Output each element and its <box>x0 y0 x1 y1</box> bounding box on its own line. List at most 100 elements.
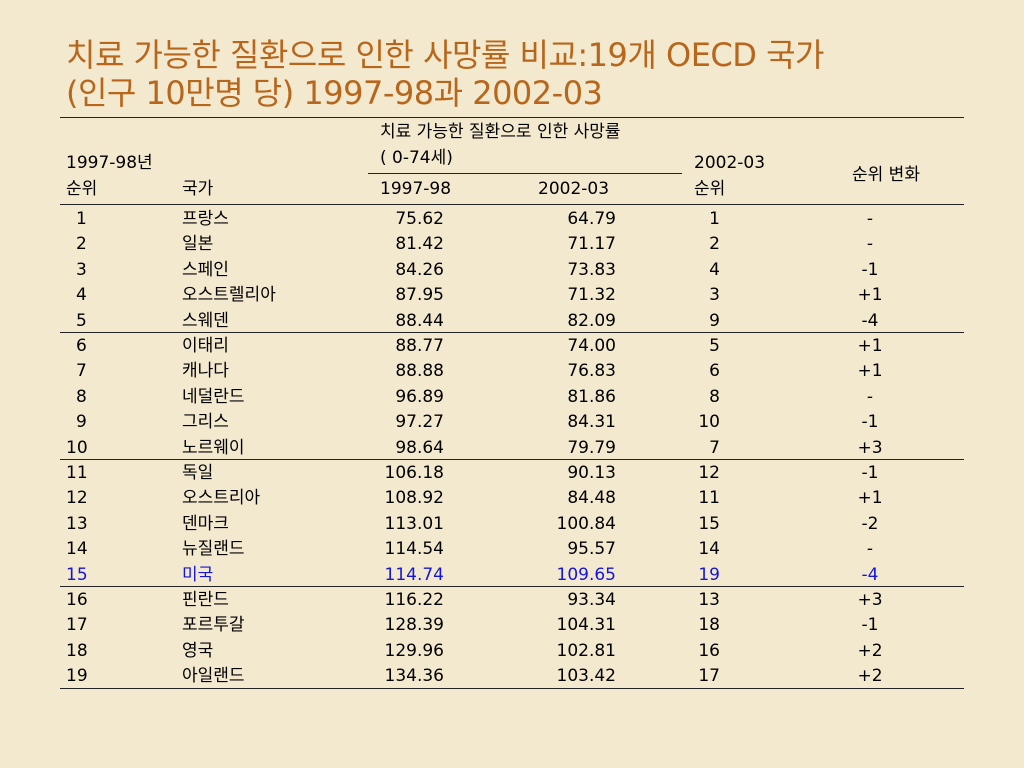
cell-rank2002: 13 <box>698 590 720 610</box>
cell-country: 영국 <box>182 640 214 661</box>
cell-rank1997: 5 <box>76 310 87 331</box>
cell-country: 이태리 <box>182 336 229 356</box>
cell-value-2002: 84.48 <box>567 488 616 509</box>
table-row: 3 스페인 84.26 73.83 4 -1 <box>60 257 964 282</box>
cell-country: 덴마크 <box>182 513 229 534</box>
slide-title-line1: 치료 가능한 질환으로 인한 사망률 비교:19개 OECD 국가 <box>66 36 824 74</box>
cell-value-1997: 113.01 <box>384 513 444 534</box>
cell-rank2002: 6 <box>709 361 720 382</box>
cell-rank-change: +2 <box>857 640 883 661</box>
cell-value-2002: 71.32 <box>567 285 616 306</box>
cell-value-1997: 88.44 <box>395 310 444 331</box>
table-row: 8 네덜란드 96.89 81.86 8 - <box>60 384 964 409</box>
cell-value-1997: 108.92 <box>384 488 444 509</box>
cell-country: 뉴질랜드 <box>182 539 245 560</box>
cell-rank-change: +1 <box>857 488 883 509</box>
cell-value-2002: 104.31 <box>556 615 616 636</box>
cell-country: 오스트렐리아 <box>182 285 276 306</box>
cell-rank2002: 5 <box>709 336 720 356</box>
cell-rank2002: 12 <box>698 463 720 483</box>
cell-country: 포르투갈 <box>182 615 245 636</box>
header-country: 국가 <box>182 179 214 199</box>
cell-value-2002: 93.34 <box>567 590 616 610</box>
cell-value-1997: 84.26 <box>395 259 444 280</box>
header-rank2002-line2: 순위 <box>694 179 726 199</box>
cell-value-2002: 81.86 <box>567 386 616 407</box>
cell-rank1997: 19 <box>66 666 88 687</box>
cell-value-2002: 95.57 <box>567 539 616 560</box>
cell-value-1997: 114.54 <box>384 539 444 560</box>
table-row: 4 오스트렐리아 87.95 71.32 3 +1 <box>60 282 964 307</box>
cell-rank1997: 14 <box>66 539 88 560</box>
cell-value-1997: 88.88 <box>395 361 444 382</box>
cell-rank-change: - <box>866 539 874 560</box>
cell-rank2002: 1 <box>709 209 720 229</box>
cell-country: 스페인 <box>182 259 229 280</box>
cell-value-1997: 96.89 <box>395 386 444 407</box>
cell-rank2002: 7 <box>709 437 720 458</box>
cell-rank1997: 10 <box>66 437 88 458</box>
cell-country: 독일 <box>182 463 214 483</box>
cell-rank1997: 11 <box>66 463 88 483</box>
header-mortality-line1: 치료 가능한 질환으로 인한 사망률 <box>380 122 621 142</box>
cell-value-2002: 103.42 <box>556 666 616 687</box>
table-row: 14 뉴질랜드 114.54 95.57 14 - <box>60 536 964 561</box>
table-top-rule <box>60 117 964 118</box>
cell-country: 캐나다 <box>182 361 229 382</box>
cell-rank2002: 10 <box>698 412 720 433</box>
table-row: 12 오스트리아 108.92 84.48 11 +1 <box>60 485 964 510</box>
cell-rank1997: 17 <box>66 615 88 636</box>
cell-country: 노르웨이 <box>182 437 245 458</box>
cell-country: 오스트리아 <box>182 488 261 509</box>
cell-rank2002: 4 <box>709 259 720 280</box>
table-row: 19 아일랜드 134.36 103.42 17 +2 <box>60 663 964 688</box>
cell-country: 네덜란드 <box>182 386 245 407</box>
table-row: 10 노르웨이 98.64 79.79 7 +3 <box>60 435 964 460</box>
table-row: 6 이태리 88.77 74.00 5 +1 <box>60 333 964 358</box>
cell-country: 아일랜드 <box>182 666 245 687</box>
cell-value-2002: 100.84 <box>556 513 616 534</box>
cell-rank1997: 3 <box>76 259 87 280</box>
cell-value-1997: 98.64 <box>395 437 444 458</box>
cell-rank-change: +3 <box>857 437 883 458</box>
cell-value-2002: 82.09 <box>567 310 616 331</box>
cell-rank-change: +1 <box>857 285 883 306</box>
cell-rank-change: -1 <box>861 259 879 280</box>
cell-rank2002: 15 <box>698 513 720 534</box>
cell-rank1997: 8 <box>76 386 87 407</box>
cell-rank2002: 17 <box>698 666 720 687</box>
cell-value-1997: 129.96 <box>384 640 444 661</box>
table-row: 5 스웨덴 88.44 82.09 9 -4 <box>60 308 964 333</box>
cell-rank-change: -2 <box>861 513 879 534</box>
cell-rank-change: +1 <box>857 336 883 356</box>
cell-rank2002: 19 <box>698 564 720 585</box>
cell-country: 스웨덴 <box>182 310 229 331</box>
cell-rank2002: 3 <box>709 285 720 306</box>
cell-value-1997: 114.74 <box>384 564 444 585</box>
group-rule <box>60 459 964 460</box>
cell-rank-change: +3 <box>857 590 883 610</box>
header-rank2002-line1: 2002-03 <box>694 153 766 173</box>
cell-rank2002: 18 <box>698 615 720 636</box>
cell-rank-change: - <box>866 234 874 255</box>
group-rule <box>60 332 964 333</box>
cell-country: 핀란드 <box>182 590 229 610</box>
cell-value-2002: 74.00 <box>567 336 616 356</box>
header-col-2002: 2002-03 <box>538 179 610 199</box>
cell-value-2002: 64.79 <box>567 209 616 229</box>
cell-value-1997: 134.36 <box>384 666 444 687</box>
cell-rank-change: - <box>866 209 874 229</box>
cell-value-2002: 84.31 <box>567 412 616 433</box>
cell-country: 프랑스 <box>182 209 229 229</box>
cell-rank1997: 9 <box>76 412 87 433</box>
header-col-1997: 1997-98 <box>380 179 452 199</box>
cell-value-1997: 88.77 <box>395 336 444 356</box>
table-row: 15 미국 114.74 109.65 19 -4 <box>60 562 964 587</box>
cell-value-1997: 87.95 <box>395 285 444 306</box>
table-row: 18 영국 129.96 102.81 16 +2 <box>60 638 964 663</box>
cell-rank-change: +1 <box>857 361 883 382</box>
cell-rank-change: +2 <box>857 666 883 687</box>
table-row: 2 일본 81.42 71.17 2 - <box>60 231 964 256</box>
cell-rank1997: 15 <box>66 564 88 585</box>
header-bottom-rule <box>60 204 964 205</box>
